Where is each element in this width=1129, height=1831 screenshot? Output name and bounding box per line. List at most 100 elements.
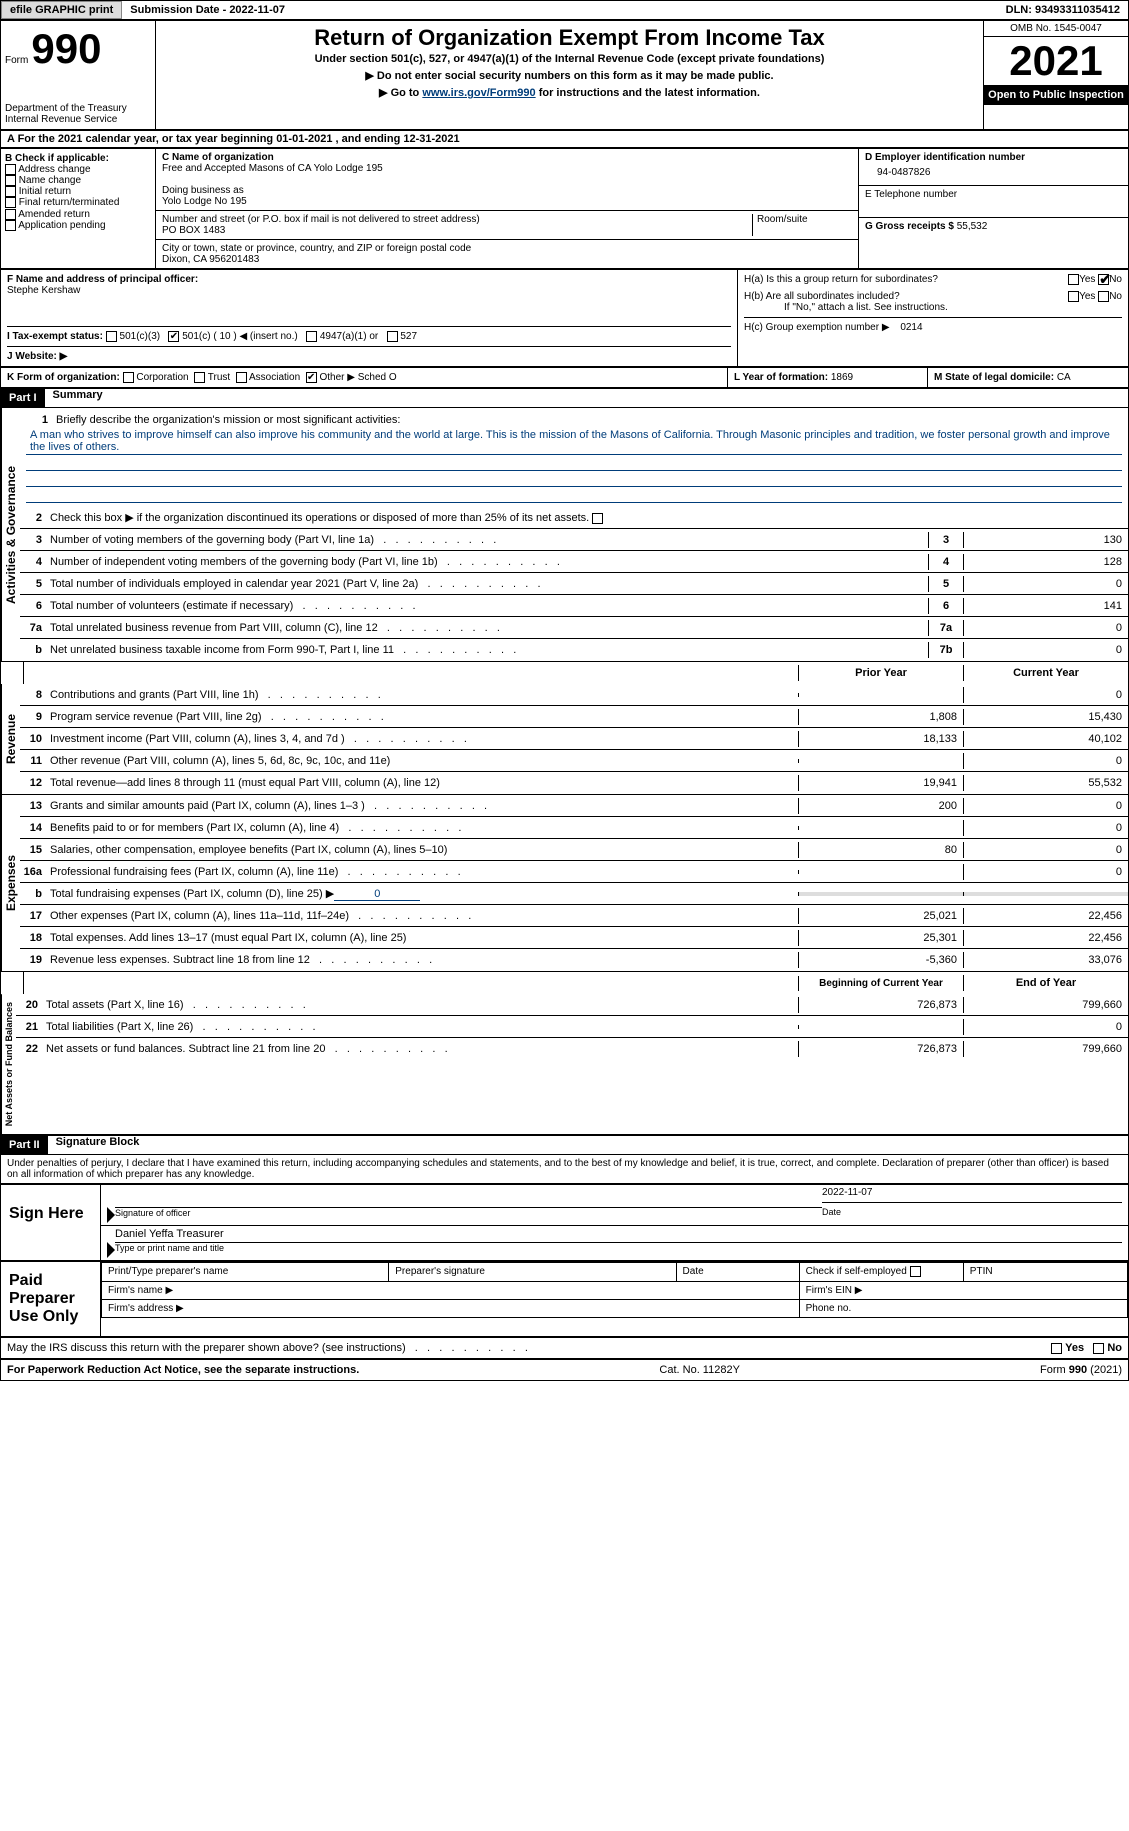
line12-text: Total revenue—add lines 8 through 11 (mu… — [48, 775, 798, 791]
firm-addr-label: Firm's address ▶ — [102, 1299, 800, 1317]
line1-label: Briefly describe the organization's miss… — [54, 412, 1122, 428]
checkbox-b-label: B Check if applicable: — [5, 153, 151, 164]
hb-label: H(b) Are all subordinates included? — [744, 291, 900, 302]
line16b-val: 0 — [334, 888, 420, 901]
checkbox-trust[interactable] — [194, 372, 205, 383]
checkbox-ha-yes[interactable] — [1068, 274, 1079, 285]
signature-block: Sign Here 2022-11-07 Signature of office… — [0, 1184, 1129, 1261]
l13p: 200 — [798, 798, 963, 814]
checkbox-501c3[interactable] — [106, 331, 117, 342]
efile-print-button[interactable]: efile GRAPHIC print — [1, 1, 122, 19]
checkbox-address-change[interactable] — [5, 164, 16, 175]
checkbox-corp[interactable] — [123, 372, 134, 383]
l10c: 40,102 — [963, 731, 1128, 747]
ha-no: No — [1109, 274, 1122, 285]
year-formation-value: 1869 — [831, 372, 853, 383]
k-assoc: Association — [249, 372, 300, 383]
room-label: Room/suite — [757, 214, 852, 225]
checkbox-final-return[interactable] — [5, 197, 16, 208]
l20c: 799,660 — [963, 997, 1128, 1013]
firm-ein-label: Firm's EIN ▶ — [799, 1281, 1127, 1299]
section-bcd: B Check if applicable: Address change Na… — [0, 148, 1129, 269]
l12p: 19,941 — [798, 775, 963, 791]
hb-no: No — [1109, 291, 1122, 302]
checkbox-name-change[interactable] — [5, 175, 16, 186]
checkbox-amended-return[interactable] — [5, 209, 16, 220]
l8p — [798, 693, 963, 697]
opt-527: 527 — [400, 331, 417, 342]
vtext-expenses: Expenses — [1, 795, 20, 971]
cb-app-label: Application pending — [18, 220, 105, 231]
l14c: 0 — [963, 820, 1128, 836]
checkbox-discuss-yes[interactable] — [1051, 1343, 1062, 1354]
ptin-label: PTIN — [963, 1263, 1127, 1281]
checkbox-527[interactable] — [387, 331, 398, 342]
form-header: Form 990 Department of the Treasury Inte… — [0, 20, 1129, 130]
checkbox-501c[interactable] — [168, 331, 179, 342]
row-klm: K Form of organization: Corporation Trus… — [0, 367, 1129, 388]
officer-name: Stephe Kershaw — [7, 285, 731, 296]
checkbox-ha-no[interactable] — [1098, 274, 1109, 285]
line5-val: 0 — [963, 576, 1128, 592]
prep-date-label: Date — [676, 1263, 799, 1281]
checkbox-hb-yes[interactable] — [1068, 291, 1079, 302]
line7a-val: 0 — [963, 620, 1128, 636]
k-other-val: Sched O — [358, 372, 397, 383]
checkbox-app-pending[interactable] — [5, 220, 16, 231]
l15c: 0 — [963, 842, 1128, 858]
vtext-revenue: Revenue — [1, 684, 20, 794]
l19c: 33,076 — [963, 952, 1128, 968]
ha-yes: Yes — [1079, 274, 1095, 285]
line2-text: Check this box ▶ if the organization dis… — [50, 512, 589, 524]
checkbox-hb-no[interactable] — [1098, 291, 1109, 302]
firm-name-label: Firm's name ▶ — [102, 1281, 800, 1299]
dept-treasury: Department of the Treasury — [5, 103, 151, 114]
l12c: 55,532 — [963, 775, 1128, 791]
goto-prefix: ▶ Go to — [379, 87, 422, 99]
l21p — [798, 1025, 963, 1029]
l18c: 22,456 — [963, 930, 1128, 946]
line21-text: Total liabilities (Part X, line 26) — [44, 1019, 798, 1035]
checkbox-discuss-no[interactable] — [1093, 1343, 1104, 1354]
line7a-text: Total unrelated business revenue from Pa… — [48, 620, 928, 636]
row-a-tax-year: A For the 2021 calendar year, or tax yea… — [0, 130, 1129, 148]
irs-label: Internal Revenue Service — [5, 114, 151, 125]
form-number: 990 — [31, 25, 101, 72]
form-word: Form — [5, 55, 28, 66]
sig-date-value: 2022-11-07 — [822, 1187, 1122, 1203]
expenses-block: Expenses 13Grants and similar amounts pa… — [0, 795, 1129, 972]
checkbox-discontinued[interactable] — [592, 513, 603, 524]
checkbox-assoc[interactable] — [236, 372, 247, 383]
line19-text: Revenue less expenses. Subtract line 18 … — [48, 952, 798, 968]
prep-name-label: Print/Type preparer's name — [102, 1263, 389, 1281]
sig-date-label: Date — [822, 1207, 1122, 1223]
checkbox-4947[interactable] — [306, 331, 317, 342]
paid-preparer-label: Paid Preparer Use Only — [1, 1262, 101, 1336]
may-irs-text: May the IRS discuss this return with the… — [7, 1342, 406, 1354]
l10p: 18,133 — [798, 731, 963, 747]
part1-header: Part I — [1, 389, 45, 407]
discuss-no: No — [1107, 1342, 1122, 1354]
irs-link[interactable]: www.irs.gov/Form990 — [422, 87, 535, 99]
l13c: 0 — [963, 798, 1128, 814]
org-name-label: C Name of organization — [162, 152, 852, 163]
sig-officer-label: Signature of officer — [115, 1207, 822, 1223]
part2-header: Part II — [1, 1136, 48, 1154]
net-assets-block: Net Assets or Fund Balances 20Total asse… — [0, 994, 1129, 1135]
dln-number: DLN: 93493311035412 — [998, 2, 1128, 18]
cat-number: Cat. No. 11282Y — [659, 1364, 740, 1376]
addr-label: Number and street (or P.O. box if mail i… — [162, 214, 752, 225]
checkbox-other[interactable] — [306, 372, 317, 383]
cb-amended-label: Amended return — [18, 209, 90, 220]
col-current-header: Current Year — [963, 665, 1128, 681]
name-title-label: Type or print name and title — [115, 1242, 1122, 1258]
opt-501c: 501(c) ( 10 ) ◀ (insert no.) — [182, 331, 298, 342]
line14-text: Benefits paid to or for members (Part IX… — [48, 820, 798, 836]
city-value: Dixon, CA 956201483 — [162, 254, 852, 265]
year-formation-label: L Year of formation: — [734, 372, 828, 383]
checkbox-self-employed[interactable] — [910, 1266, 921, 1277]
activities-governance-block: Activities & Governance 1Briefly describ… — [0, 407, 1129, 662]
paid-preparer-block: Paid Preparer Use Only Print/Type prepar… — [0, 1261, 1129, 1337]
checkbox-initial-return[interactable] — [5, 186, 16, 197]
l21c: 0 — [963, 1019, 1128, 1035]
